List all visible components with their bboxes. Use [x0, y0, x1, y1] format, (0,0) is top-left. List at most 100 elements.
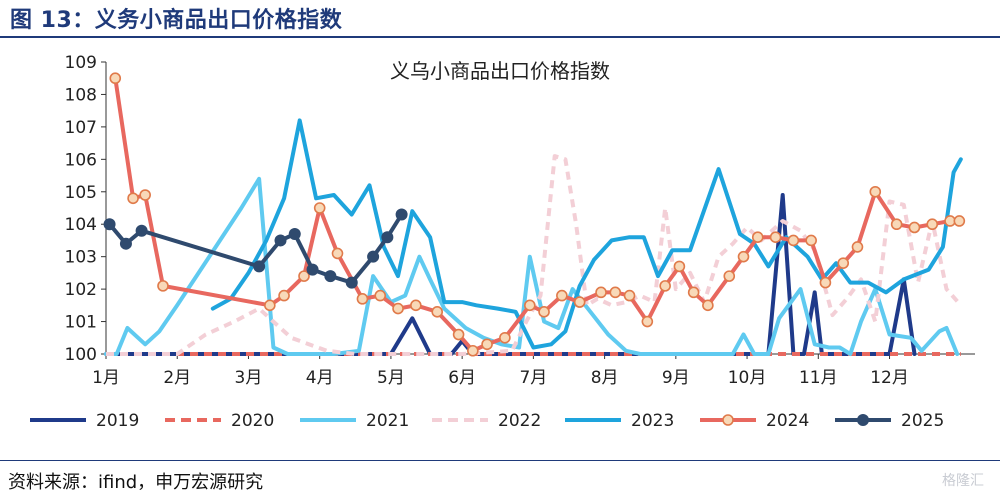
- x-tick-label: 12月: [870, 368, 909, 388]
- data-point-2024: [890, 218, 903, 231]
- x-tick-label: 9月: [662, 368, 690, 388]
- source-note: 资料来源：ifind，申万宏源研究: [8, 472, 264, 493]
- data-point-2024: [641, 315, 654, 328]
- data-point-2024: [392, 302, 404, 315]
- data-point-2025: [367, 250, 380, 263]
- legend: 2019 2020 2021 2022 2023 2024 2025: [30, 411, 944, 431]
- data-point-2024: [331, 247, 344, 260]
- data-point-2024: [623, 289, 636, 302]
- data-point-2025: [395, 208, 408, 221]
- data-point-2024: [737, 250, 750, 263]
- data-point-2024: [595, 286, 607, 299]
- data-point-2024: [481, 338, 493, 351]
- legend-label-2022: 2022: [498, 411, 541, 431]
- data-point-2025: [345, 276, 358, 289]
- y-tick-label: 100: [65, 345, 97, 365]
- data-point-2025: [274, 234, 287, 247]
- legend-label-2020: 2020: [231, 411, 274, 431]
- x-tick-label: 3月: [235, 368, 263, 388]
- data-point-2024: [723, 270, 736, 282]
- data-point-2024: [298, 270, 310, 282]
- data-point-2024: [908, 221, 921, 234]
- y-tick-label: 107: [65, 118, 97, 138]
- legend-label-2024: 2024: [766, 411, 809, 431]
- data-point-2024: [819, 276, 832, 289]
- x-tick-label: 6月: [448, 368, 476, 388]
- series-line-2021: [104, 176, 960, 356]
- data-point-2024: [538, 306, 550, 318]
- data-point-2024: [109, 72, 122, 85]
- data-point-2024: [687, 286, 700, 299]
- legend-label-2023: 2023: [631, 411, 674, 431]
- figure-title: 图 13：义务小商品出口价格指数: [10, 8, 343, 33]
- series-line-2023: [210, 118, 963, 350]
- legend-label-2025: 2025: [901, 411, 944, 431]
- data-point-2024: [673, 260, 686, 273]
- x-tick-label: 7月: [519, 368, 547, 388]
- x-tick-label: 2月: [163, 368, 191, 388]
- y-tick-label: 101: [65, 313, 97, 333]
- y-tick-label: 102: [65, 280, 97, 300]
- data-point-2024: [837, 257, 850, 269]
- x-tick-label: 5月: [377, 368, 405, 388]
- export-price-index-chart: 义乌小商品出口价格指数 100 101 102 103 104 105 106 107 108 1…: [30, 53, 975, 431]
- y-tick-label: 106: [65, 150, 97, 170]
- data-point-2024: [313, 202, 326, 214]
- series-2022: [106, 154, 963, 356]
- series-2024: [109, 72, 966, 357]
- data-point-2024: [851, 241, 864, 253]
- data-point-2025: [288, 227, 301, 240]
- x-tick-label: 8月: [591, 368, 619, 388]
- watermark-logo: 格隆汇: [942, 473, 984, 489]
- data-point-2024: [499, 331, 511, 344]
- data-point-2024: [452, 328, 465, 341]
- y-tick-label: 103: [65, 248, 97, 268]
- series-2023: [210, 118, 963, 350]
- data-point-2025: [253, 260, 266, 273]
- data-point-2024: [751, 231, 764, 243]
- x-tick-label: 4月: [306, 368, 334, 388]
- series-line-2025: [107, 212, 404, 285]
- y-tick-label: 108: [65, 85, 97, 105]
- series-2025: [103, 208, 408, 289]
- legend-marker-2024: [722, 414, 734, 426]
- y-tick-label: 105: [65, 183, 97, 203]
- series-line-2022: [106, 154, 963, 356]
- data-point-2024: [157, 280, 169, 292]
- series-2021: [104, 176, 960, 356]
- x-tick-label: 1月: [92, 368, 120, 388]
- data-point-2024: [869, 185, 882, 198]
- data-point-2024: [556, 289, 568, 302]
- data-point-2025: [119, 237, 132, 250]
- data-point-2024: [431, 306, 444, 318]
- data-point-2024: [410, 299, 422, 312]
- legend-label-2019: 2019: [96, 411, 139, 431]
- data-point-2024: [356, 293, 369, 305]
- legend-marker-2025: [857, 414, 869, 426]
- data-point-2025: [381, 231, 394, 244]
- series-line-2024: [113, 76, 962, 353]
- data-point-2024: [467, 344, 479, 357]
- y-tick-label: 104: [65, 215, 97, 235]
- series-layer: [103, 72, 966, 357]
- data-point-2025: [135, 224, 148, 237]
- legend-label-2021: 2021: [366, 411, 409, 431]
- axes: 100 101 102 103 104 105 106 107 108 109 1月 2月 3月 4月 5月…: [65, 53, 975, 388]
- data-point-2024: [702, 299, 714, 312]
- data-point-2024: [787, 234, 800, 247]
- data-point-2024: [524, 299, 536, 312]
- x-tick-label: 10月: [728, 368, 767, 388]
- data-point-2024: [953, 215, 966, 227]
- source-divider: [0, 460, 1000, 461]
- data-point-2025: [324, 270, 337, 283]
- data-point-2024: [127, 192, 139, 205]
- chart-title: 义乌小商品出口价格指数: [390, 59, 610, 83]
- data-point-2024: [609, 286, 622, 299]
- data-point-2024: [139, 189, 151, 201]
- data-point-2024: [278, 289, 290, 302]
- x-tick-label: 11月: [799, 368, 838, 388]
- data-point-2024: [926, 218, 939, 231]
- data-point-2025: [306, 263, 319, 276]
- title-divider: [0, 36, 1000, 38]
- data-point-2024: [659, 280, 671, 292]
